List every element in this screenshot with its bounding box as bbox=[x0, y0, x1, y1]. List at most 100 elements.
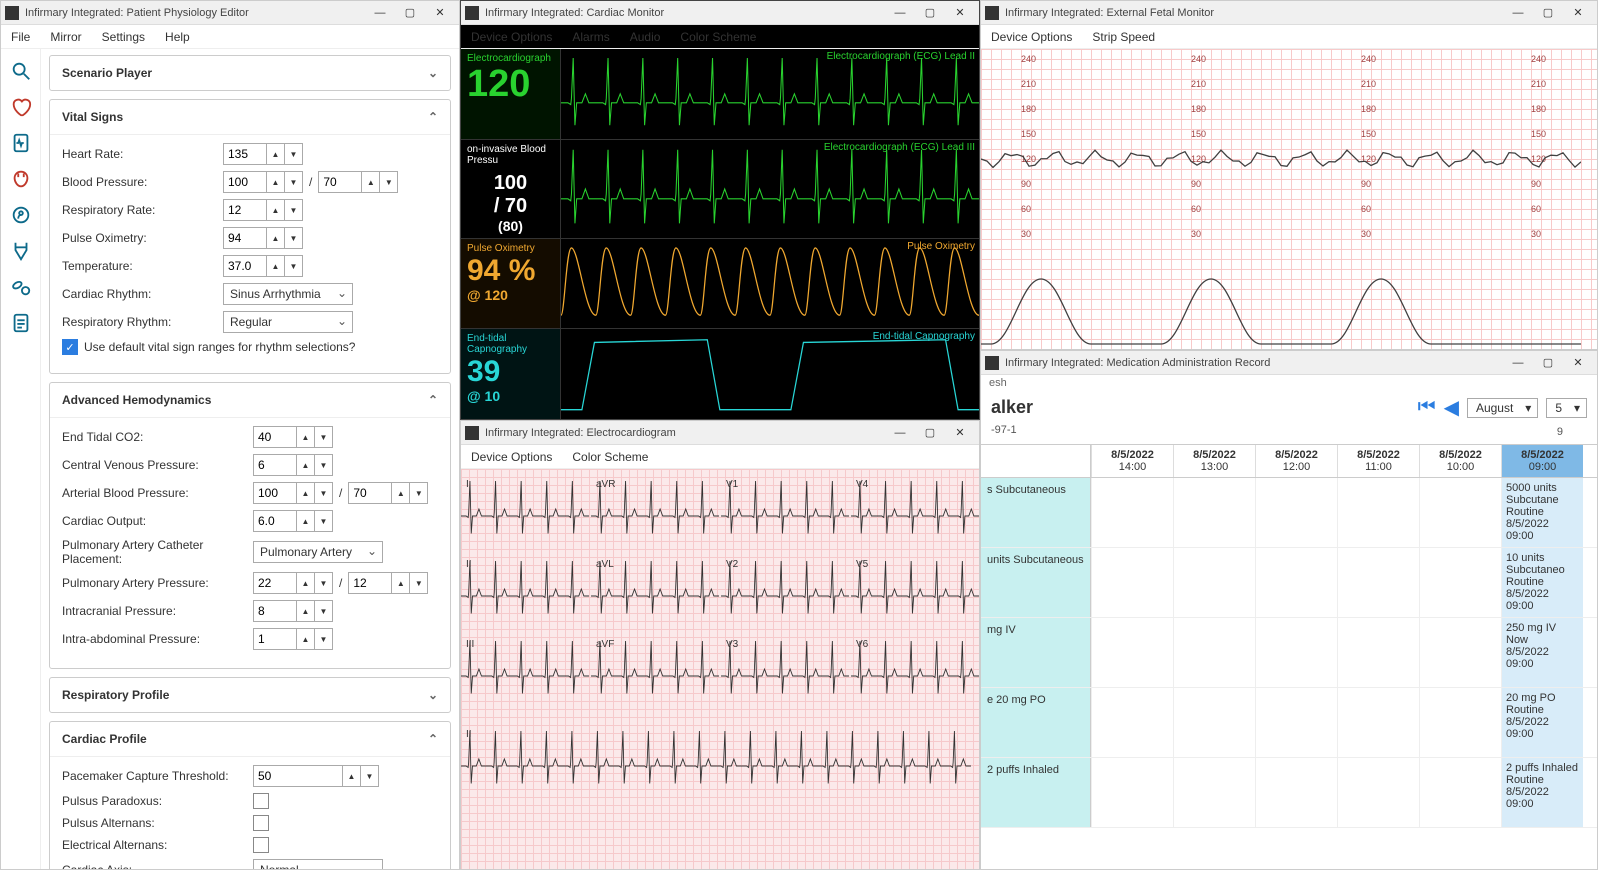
minimize-button[interactable]: — bbox=[1503, 3, 1533, 23]
dose-slot[interactable] bbox=[1337, 688, 1419, 757]
close-button[interactable]: ✕ bbox=[1563, 353, 1593, 373]
dose-slot[interactable] bbox=[1091, 688, 1173, 757]
dose-slot[interactable] bbox=[1337, 618, 1419, 687]
menu-device-options[interactable]: Device Options bbox=[461, 25, 562, 48]
icp-input[interactable]: ▲▼ bbox=[253, 600, 333, 622]
rr-input[interactable]: ▲▼ bbox=[223, 199, 303, 221]
dose-slot[interactable] bbox=[1255, 478, 1337, 547]
dose-slot[interactable]: 20 mg PORoutine8/5/2022 09:00 bbox=[1501, 688, 1583, 757]
pap-sys[interactable]: ▲▼ bbox=[253, 572, 333, 594]
dose-slot[interactable] bbox=[1091, 548, 1173, 617]
close-button[interactable]: ✕ bbox=[425, 3, 455, 23]
menu-settings[interactable]: Settings bbox=[92, 25, 155, 48]
clipboard-list-icon[interactable] bbox=[7, 309, 35, 337]
iap-input[interactable]: ▲▼ bbox=[253, 628, 333, 650]
ea-checkbox[interactable] bbox=[253, 837, 269, 853]
maximize-button[interactable]: ▢ bbox=[915, 3, 945, 23]
dose-slot[interactable] bbox=[1337, 758, 1419, 827]
dose-slot[interactable] bbox=[1091, 758, 1173, 827]
menu-device-options[interactable]: Device Options bbox=[981, 25, 1082, 48]
section-head-vitals[interactable]: Vital Signs ⌃ bbox=[50, 100, 450, 134]
close-button[interactable]: ✕ bbox=[945, 3, 975, 23]
nav-prev-button[interactable]: ◀ bbox=[1444, 395, 1459, 420]
menu-alarms[interactable]: Alarms bbox=[562, 25, 619, 48]
spin-down[interactable]: ▼ bbox=[285, 143, 303, 165]
pp-checkbox[interactable] bbox=[253, 793, 269, 809]
pac-select[interactable]: Pulmonary Artery bbox=[253, 541, 383, 563]
etco2-input[interactable]: ▲▼ bbox=[253, 426, 333, 448]
heart-icon[interactable] bbox=[7, 93, 35, 121]
day-select[interactable]: 5 bbox=[1546, 398, 1587, 418]
co-input[interactable]: ▲▼ bbox=[253, 510, 333, 532]
minimize-button[interactable]: — bbox=[365, 3, 395, 23]
anatomical-heart-icon[interactable] bbox=[7, 165, 35, 193]
fetal-icon[interactable] bbox=[7, 201, 35, 229]
dose-slot[interactable] bbox=[1255, 548, 1337, 617]
clipboard-vitals-icon[interactable] bbox=[7, 129, 35, 157]
spo2-input[interactable]: ▲▼ bbox=[223, 227, 303, 249]
section-head-hemo[interactable]: Advanced Hemodynamics ⌃ bbox=[50, 383, 450, 417]
pa-checkbox[interactable] bbox=[253, 815, 269, 831]
dose-slot[interactable] bbox=[1091, 618, 1173, 687]
section-head-resp[interactable]: Respiratory Profile ⌄ bbox=[50, 678, 450, 712]
menu-file[interactable]: File bbox=[1, 25, 40, 48]
maximize-button[interactable]: ▢ bbox=[1533, 353, 1563, 373]
dose-slot[interactable]: 5000 units SubcutaneRoutine8/5/2022 09:0… bbox=[1501, 478, 1583, 547]
pct-input[interactable]: ▲▼ bbox=[253, 765, 379, 787]
abp-dia[interactable]: ▲▼ bbox=[348, 482, 428, 504]
dose-slot[interactable]: 250 mg IVNow8/5/2022 09:00 bbox=[1501, 618, 1583, 687]
dose-slot[interactable] bbox=[1173, 548, 1255, 617]
dose-slot[interactable]: 10 units SubcutaneoRoutine8/5/2022 09:00 bbox=[1501, 548, 1583, 617]
time-column-header[interactable]: 8/5/202211:00 bbox=[1337, 445, 1419, 477]
dose-slot[interactable] bbox=[1419, 688, 1501, 757]
dose-slot[interactable] bbox=[1173, 758, 1255, 827]
defaults-checkbox[interactable]: ✓ bbox=[62, 339, 78, 355]
time-column-header[interactable]: 8/5/202209:00 bbox=[1501, 445, 1583, 477]
dose-slot[interactable] bbox=[1173, 478, 1255, 547]
axis-select[interactable]: Normal bbox=[253, 859, 383, 869]
month-select[interactable]: August bbox=[1467, 398, 1538, 418]
menu-audio[interactable]: Audio bbox=[620, 25, 671, 48]
menu-mirror[interactable]: Mirror bbox=[40, 25, 91, 48]
cvp-input[interactable]: ▲▼ bbox=[253, 454, 333, 476]
menu-help[interactable]: Help bbox=[155, 25, 200, 48]
temp-input[interactable]: ▲▼ bbox=[223, 255, 303, 277]
spin-up[interactable]: ▲ bbox=[267, 143, 285, 165]
dose-slot[interactable] bbox=[1419, 758, 1501, 827]
time-column-header[interactable]: 8/5/202212:00 bbox=[1255, 445, 1337, 477]
dose-slot[interactable] bbox=[1419, 478, 1501, 547]
hr-input[interactable]: ▲▼ bbox=[223, 143, 303, 165]
maximize-button[interactable]: ▢ bbox=[1533, 3, 1563, 23]
dose-slot[interactable] bbox=[1173, 618, 1255, 687]
dose-slot[interactable] bbox=[1091, 478, 1173, 547]
dose-slot[interactable] bbox=[1173, 688, 1255, 757]
pap-dia[interactable]: ▲▼ bbox=[348, 572, 428, 594]
menu-color-scheme[interactable]: Color Scheme bbox=[670, 25, 766, 48]
abp-sys[interactable]: ▲▼ bbox=[253, 482, 333, 504]
dose-slot[interactable] bbox=[1255, 758, 1337, 827]
dose-slot[interactable] bbox=[1419, 618, 1501, 687]
menu-color-scheme[interactable]: Color Scheme bbox=[562, 445, 658, 468]
section-head-cardiac[interactable]: Cardiac Profile ⌃ bbox=[50, 722, 450, 756]
dose-slot[interactable] bbox=[1419, 548, 1501, 617]
maximize-button[interactable]: ▢ bbox=[395, 3, 425, 23]
time-column-header[interactable]: 8/5/202210:00 bbox=[1419, 445, 1501, 477]
dose-slot[interactable] bbox=[1255, 688, 1337, 757]
minimize-button[interactable]: — bbox=[885, 423, 915, 443]
search-icon[interactable] bbox=[7, 57, 35, 85]
time-column-header[interactable]: 8/5/202214:00 bbox=[1091, 445, 1173, 477]
resp-rhythm-select[interactable]: Regular bbox=[223, 311, 353, 333]
close-button[interactable]: ✕ bbox=[1563, 3, 1593, 23]
dose-slot[interactable]: 2 puffs InhaledRoutine8/5/2022 09:00 bbox=[1501, 758, 1583, 827]
nav-first-button[interactable]: ⏮ bbox=[1418, 396, 1436, 419]
minimize-button[interactable]: — bbox=[885, 3, 915, 23]
dose-slot[interactable] bbox=[1255, 618, 1337, 687]
hour-select[interactable]: 9 bbox=[1527, 424, 1587, 440]
dose-slot[interactable] bbox=[1337, 478, 1419, 547]
menu-device-options[interactable]: Device Options bbox=[461, 445, 562, 468]
time-column-header[interactable]: 8/5/202213:00 bbox=[1173, 445, 1255, 477]
pills-icon[interactable] bbox=[7, 273, 35, 301]
iv-icon[interactable] bbox=[7, 237, 35, 265]
dose-slot[interactable] bbox=[1337, 548, 1419, 617]
bp-sys-input[interactable]: ▲▼ bbox=[223, 171, 303, 193]
